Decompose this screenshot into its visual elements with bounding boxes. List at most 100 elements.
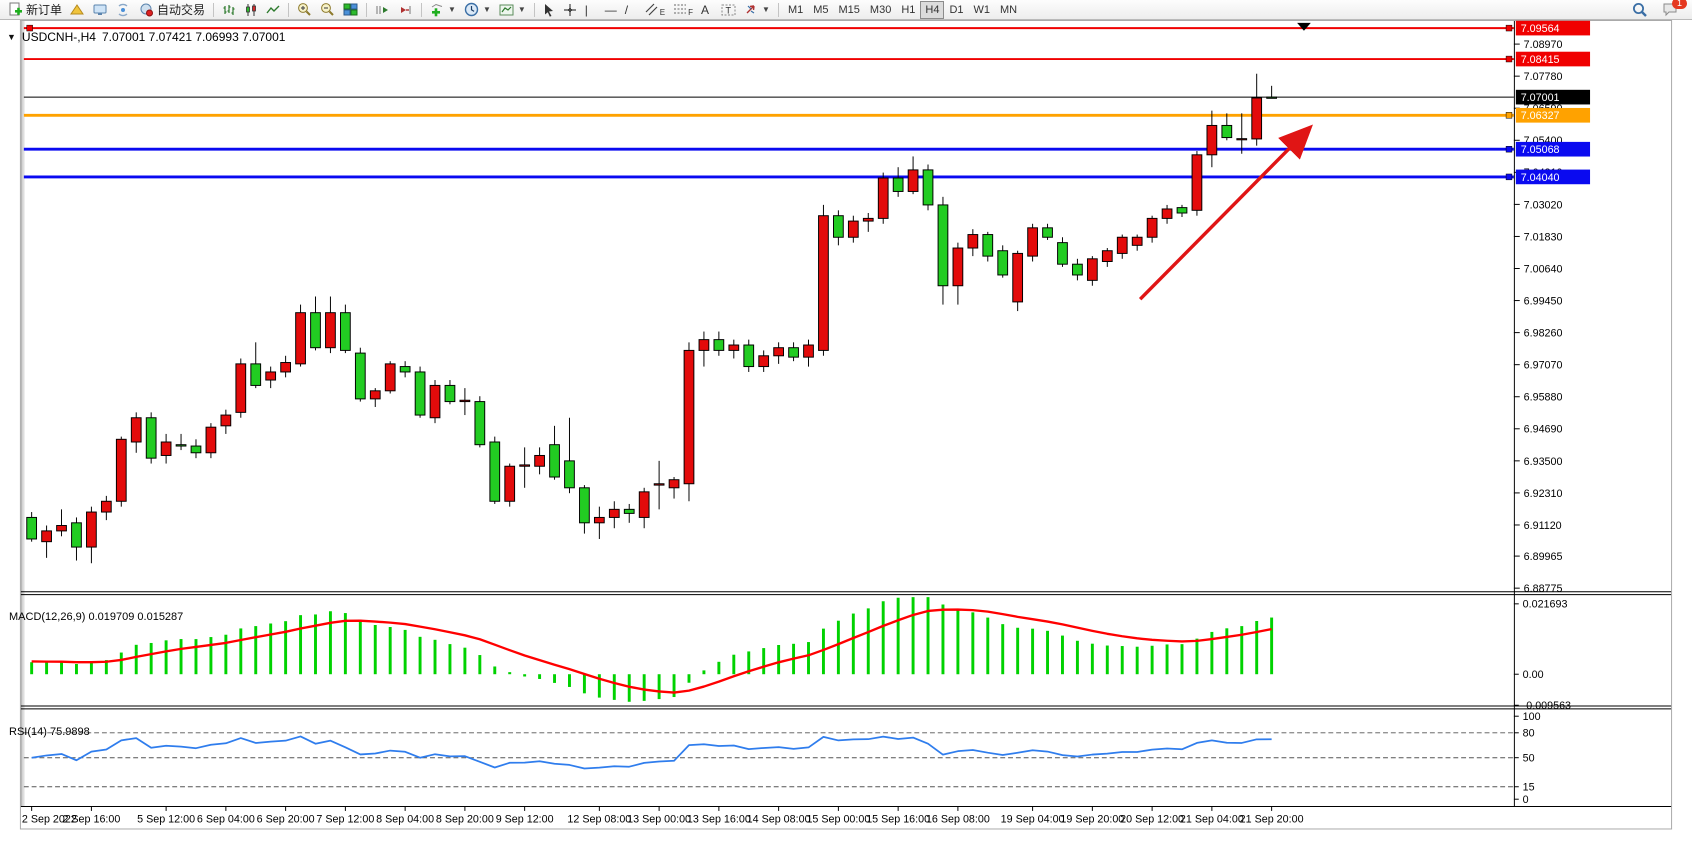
timeframe-h1-button[interactable]: H1 — [896, 1, 920, 19]
trendline-tool-button[interactable]: / — [621, 1, 641, 19]
svg-text:15 Sep 16:00: 15 Sep 16:00 — [866, 814, 930, 826]
templates-button[interactable]: ▼ — [495, 1, 530, 19]
timeframe-mn-button[interactable]: MN — [995, 1, 1022, 19]
candle-body — [773, 347, 784, 357]
candle-body — [967, 234, 979, 249]
notifications-button[interactable]: 1 — [1658, 0, 1687, 19]
new-order-button[interactable]: 新订单 — [4, 1, 66, 19]
timeframe-d1-button[interactable]: D1 — [944, 1, 968, 19]
svg-text:7 Sep 12:00: 7 Sep 12:00 — [316, 814, 374, 826]
candle-body — [459, 399, 471, 403]
candle-body — [115, 438, 127, 502]
timeframe-m1-button[interactable]: M1 — [783, 1, 808, 19]
candle-chart-button[interactable] — [240, 1, 262, 19]
candle-body — [1266, 96, 1278, 99]
autotrading-button[interactable]: 自动交易 — [135, 1, 209, 19]
toolbar-separator — [366, 2, 368, 17]
bar-chart-button[interactable] — [218, 1, 240, 19]
horizontal-line-tool-button[interactable]: — — [601, 1, 621, 19]
svg-text:0.00: 0.00 — [1523, 669, 1544, 681]
candle-body — [1072, 263, 1083, 276]
timeframe-m30-button[interactable]: M30 — [865, 1, 896, 19]
candle-body — [653, 483, 665, 486]
candle-body — [833, 215, 844, 238]
candle-body — [952, 247, 964, 287]
timeframe-h4-button[interactable]: H4 — [920, 0, 945, 19]
candle-body — [818, 215, 829, 351]
svg-text:12 Sep 08:00: 12 Sep 08:00 — [567, 814, 631, 826]
candle-body — [922, 169, 934, 206]
svg-text:6.94690: 6.94690 — [1524, 424, 1563, 436]
zoom-out-button[interactable] — [316, 1, 339, 19]
autoscroll-button[interactable] — [371, 1, 394, 19]
candle-body — [803, 344, 814, 358]
search-button[interactable] — [1628, 1, 1652, 19]
search-icon — [1632, 2, 1648, 18]
timeframe-w1-button[interactable]: W1 — [969, 1, 996, 19]
chevron-down-icon: ▼ — [517, 5, 526, 14]
signals-button[interactable] — [112, 1, 135, 19]
svg-text:7.03020: 7.03020 — [1524, 199, 1563, 211]
price-chart-svg: 7.089707.077807.065907.054007.042107.030… — [19, 20, 1673, 830]
svg-text:7.00640: 7.00640 — [1524, 263, 1563, 275]
svg-text:50: 50 — [1523, 753, 1535, 765]
channel-tool-button[interactable]: E — [641, 1, 669, 19]
indicators-button[interactable]: ▼ — [426, 1, 460, 19]
templates-icon — [499, 3, 514, 17]
candle-body — [444, 384, 456, 403]
new-order-icon — [8, 2, 23, 17]
candle-body — [325, 312, 336, 349]
arrows-tool-button[interactable]: ▼ — [740, 1, 774, 19]
candle-body — [369, 390, 381, 400]
tile-windows-button[interactable] — [339, 1, 362, 19]
chart-window[interactable]: 7.089707.077807.065907.054007.042107.030… — [0, 20, 1692, 849]
chevron-down-icon: ▼ — [448, 5, 456, 14]
timeframe-m5-button[interactable]: M5 — [808, 1, 833, 19]
cursor-tool-button[interactable] — [539, 1, 559, 19]
terminal-button[interactable] — [89, 1, 112, 19]
one-click-trading-collapse-icon[interactable]: ▼ — [7, 32, 16, 42]
fibonacci-tool-button[interactable]: F — [669, 1, 697, 19]
crosshair-tool-button[interactable] — [559, 1, 581, 19]
candle-chart-icon — [244, 3, 258, 17]
candle-body — [295, 312, 306, 365]
chart-shift-marker — [1297, 22, 1311, 31]
periods-button[interactable]: ▼ — [460, 1, 495, 19]
timeframe-m15-button[interactable]: M15 — [834, 1, 865, 19]
chevron-down-icon: ▼ — [762, 5, 770, 14]
candle-body — [384, 363, 396, 392]
text-tool-button[interactable]: A — [697, 1, 717, 19]
svg-text:0: 0 — [1523, 794, 1529, 806]
line-handle — [1505, 146, 1513, 153]
candle-body — [862, 217, 874, 222]
svg-text:7.08415: 7.08415 — [1521, 54, 1560, 66]
svg-text:7.07780: 7.07780 — [1524, 71, 1563, 83]
chevron-down-icon: ▼ — [482, 5, 491, 14]
overlay-layer — [1138, 22, 1313, 301]
candle-body — [982, 234, 994, 257]
vertical-line-tool-button[interactable]: | — [581, 1, 601, 19]
candle-body — [698, 339, 710, 351]
line-chart-button[interactable] — [262, 1, 284, 19]
crosshair-icon — [563, 3, 577, 17]
text-label-tool-button[interactable]: T — [717, 1, 740, 19]
toolbar-separator — [533, 2, 535, 17]
price-tag — [1515, 141, 1591, 157]
periods-clock-icon — [464, 2, 479, 17]
svg-text:9 Sep 12:00: 9 Sep 12:00 — [496, 814, 554, 826]
svg-text:20 Sep 12:00: 20 Sep 12:00 — [1120, 814, 1184, 826]
chart-shift-button[interactable] — [394, 1, 417, 19]
zoom-in-button[interactable] — [293, 1, 316, 19]
candle-body — [1131, 236, 1143, 246]
svg-text:6.97070: 6.97070 — [1524, 360, 1563, 372]
svg-text:21 Sep 20:00: 21 Sep 20:00 — [1240, 814, 1304, 826]
svg-text:19 Sep 04:00: 19 Sep 04:00 — [1001, 814, 1065, 826]
mql-editor-button[interactable] — [66, 1, 89, 19]
candle-body — [220, 414, 232, 427]
svg-text:7.07001: 7.07001 — [1521, 92, 1560, 104]
zoom-in-icon — [297, 2, 312, 17]
candle-body — [1012, 252, 1024, 303]
svg-text:13 Sep 00:00: 13 Sep 00:00 — [627, 814, 691, 826]
candle-body — [997, 250, 1009, 276]
svg-text:6.95880: 6.95880 — [1524, 392, 1563, 404]
